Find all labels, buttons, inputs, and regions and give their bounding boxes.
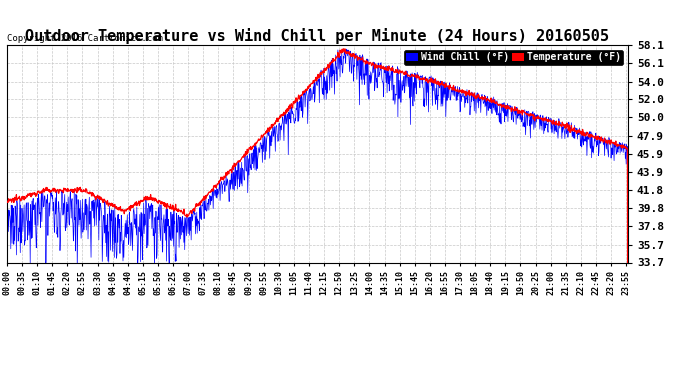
Legend: Wind Chill (°F), Temperature (°F): Wind Chill (°F), Temperature (°F) [404,50,623,65]
Title: Outdoor Temperature vs Wind Chill per Minute (24 Hours) 20160505: Outdoor Temperature vs Wind Chill per Mi… [26,28,609,44]
Text: Copyright 2016 Cartronics.com: Copyright 2016 Cartronics.com [7,34,163,43]
